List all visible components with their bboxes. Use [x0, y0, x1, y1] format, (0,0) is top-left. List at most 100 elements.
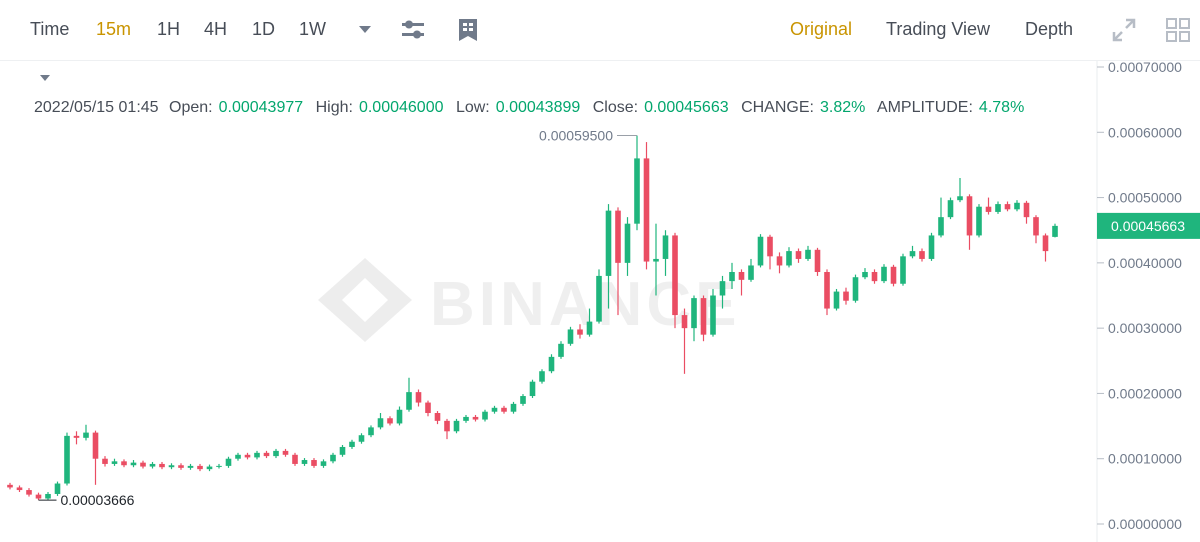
candle-body [691, 298, 697, 329]
candle-body [539, 371, 545, 382]
watermark-logo [318, 258, 412, 342]
interval-tab[interactable]: 1W [299, 19, 326, 39]
interval-tab[interactable]: 1D [252, 19, 276, 39]
toolbar: Time 15m 1H 4H 1D 1W Original Trading View Depth [0, 0, 1200, 61]
candle-body [64, 435, 70, 484]
candle-body [54, 483, 61, 494]
candle-body [121, 461, 127, 466]
candle-body [976, 206, 982, 236]
candle-body [510, 403, 517, 412]
info-value: 4.78% [978, 99, 1025, 116]
candle-body [767, 236, 773, 257]
candle-body [178, 465, 184, 468]
candle-body [966, 196, 973, 236]
y-tick-label: 0.00070000 [1108, 59, 1182, 75]
interval-tab[interactable]: 1H [157, 19, 181, 39]
candle-body [1033, 217, 1039, 236]
dropdown-icon[interactable] [358, 24, 372, 34]
candle-body [881, 266, 887, 282]
candle-body [358, 435, 365, 442]
candle-body [197, 465, 203, 470]
candle-body [871, 271, 878, 282]
candle-body [434, 413, 441, 421]
candle-body [852, 277, 859, 301]
candle-body [662, 235, 669, 259]
candle-body [710, 295, 716, 335]
candle-body [805, 249, 811, 259]
candle-body [16, 487, 23, 491]
info-value: 0.00043899 [495, 99, 581, 116]
candle-body [738, 271, 745, 280]
candle-body [187, 465, 194, 468]
y-tick-label: 0.00040000 [1108, 255, 1182, 271]
candle-body [909, 251, 916, 257]
candle-body [548, 356, 555, 372]
view-tab[interactable]: Original [790, 19, 853, 39]
candle-body [985, 206, 992, 212]
candle-body [472, 416, 479, 420]
min-label: 0.00003666 [61, 492, 135, 508]
candle-body [786, 251, 792, 266]
interval-tab[interactable]: 15m [96, 19, 132, 39]
candle-body [292, 454, 298, 464]
candle-body [301, 460, 308, 464]
candle-body [615, 210, 621, 263]
candle-body [254, 452, 260, 458]
candle-body [634, 158, 640, 224]
candle-body [444, 420, 450, 432]
candle-body [643, 158, 650, 262]
candle-body [35, 494, 42, 499]
candle-body [890, 266, 897, 284]
candle-body [586, 321, 593, 335]
candle-body [814, 249, 821, 272]
candle-body [577, 329, 583, 335]
candle-body [491, 407, 498, 412]
candle-body [159, 463, 165, 468]
candle-body [757, 236, 764, 266]
candle-body [387, 418, 393, 424]
candle-body [567, 329, 574, 344]
info-label: AMPLITUDE: [876, 99, 973, 116]
interval-tab[interactable]: 4H [204, 19, 228, 39]
candle-body [273, 450, 279, 457]
y-tick-label: 0.00020000 [1108, 385, 1182, 401]
info-label: High: [315, 99, 353, 116]
view-tab[interactable]: Depth [1025, 19, 1074, 39]
info-label: Low: [455, 99, 490, 116]
candle-body [244, 454, 251, 458]
template-icon[interactable] [457, 17, 479, 43]
view-tab[interactable]: Trading View [886, 19, 991, 39]
candle-body [653, 258, 659, 262]
price-tag [1097, 212, 1200, 239]
candle-body [700, 298, 707, 335]
collapse-caret[interactable] [40, 75, 50, 81]
candle-body [140, 462, 146, 467]
info-label: CHANGE: [741, 99, 814, 116]
price-tag-label: 0.00045663 [1111, 218, 1185, 234]
y-tick-label: 0.00010000 [1108, 451, 1182, 467]
candle-body [45, 493, 51, 499]
candle-body [501, 407, 507, 412]
layout-icon[interactable] [1165, 17, 1191, 43]
info-value: 3.82% [819, 99, 866, 116]
candle-body [1042, 235, 1049, 252]
candle-body [1004, 204, 1011, 210]
settings-icon[interactable] [400, 18, 426, 42]
candle-body [26, 490, 32, 495]
candle-body [463, 416, 469, 421]
fullscreen-icon[interactable] [1111, 17, 1137, 43]
candle-body [957, 196, 963, 201]
candle-body [729, 271, 735, 282]
candle-body [482, 411, 488, 420]
candle-body [947, 200, 954, 218]
candle-body [824, 271, 830, 309]
candle-body [206, 466, 213, 470]
candle-body [396, 409, 403, 424]
y-tick-label: 0.00060000 [1108, 124, 1182, 140]
info-label: Open: [169, 99, 213, 116]
candle-body [330, 454, 336, 462]
candle-body [558, 343, 564, 357]
y-tick-label: 0.00050000 [1108, 190, 1182, 206]
candle-body [235, 454, 241, 459]
